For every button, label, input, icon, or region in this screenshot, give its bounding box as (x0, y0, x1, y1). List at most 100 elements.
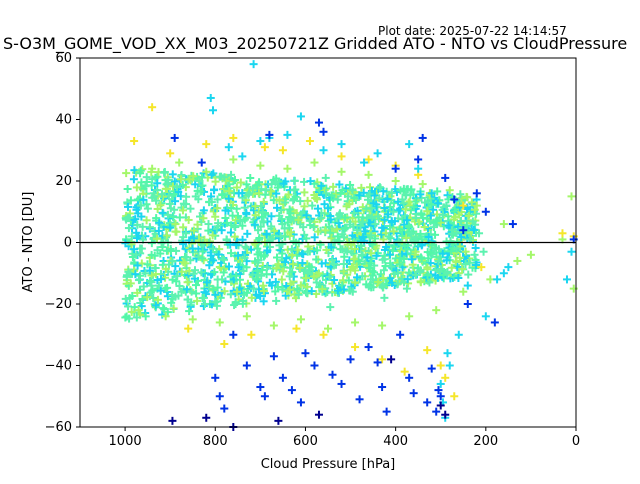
data-point (270, 226, 279, 235)
data-point (313, 204, 322, 213)
data-point (364, 282, 373, 291)
data-point (159, 304, 168, 313)
plot-date-note: Plot date: 2025-07-22 14:14:57 (378, 24, 567, 38)
data-point (389, 227, 398, 236)
data-point (276, 232, 285, 241)
data-point (186, 256, 195, 265)
data-point (333, 225, 342, 234)
data-point (183, 176, 192, 185)
data-point (202, 140, 211, 149)
data-point (424, 232, 433, 241)
data-point (364, 343, 373, 352)
data-point (123, 185, 132, 194)
data-point (265, 278, 274, 287)
data-point (389, 207, 398, 216)
data-point (328, 370, 337, 379)
data-point (454, 330, 463, 339)
data-point (457, 216, 466, 225)
data-point (441, 410, 450, 419)
data-point (329, 182, 338, 191)
data-point (405, 140, 414, 149)
data-point (282, 254, 291, 263)
data-point (423, 207, 432, 216)
data-point (351, 318, 360, 327)
data-point (355, 395, 364, 404)
data-point (569, 284, 578, 293)
data-point (375, 183, 384, 192)
data-point (271, 287, 280, 296)
data-point (429, 223, 438, 232)
data-point (190, 266, 199, 275)
data-point (269, 321, 278, 330)
data-point (128, 291, 137, 300)
data-point (499, 269, 508, 278)
data-point (256, 292, 265, 301)
data-point (172, 277, 181, 286)
data-point (133, 288, 142, 297)
data-point (358, 272, 367, 281)
data-point (212, 224, 221, 233)
data-point (338, 245, 347, 254)
data-point (143, 260, 152, 269)
data-point (148, 286, 157, 295)
data-point (198, 254, 207, 263)
data-point (238, 221, 247, 230)
data-point (272, 264, 281, 273)
data-point (259, 297, 268, 306)
data-point (245, 189, 254, 198)
data-point (378, 321, 387, 330)
y-tick-label: −20 (45, 297, 72, 312)
data-point (436, 361, 445, 370)
data-point (526, 250, 535, 259)
data-point (302, 274, 311, 283)
data-point (470, 205, 479, 214)
data-point (307, 287, 316, 296)
data-point (407, 255, 416, 264)
data-point (163, 283, 172, 292)
data-point (184, 215, 193, 224)
data-point (152, 214, 161, 223)
data-point (142, 216, 151, 225)
data-point (423, 398, 432, 407)
y-axis-ticks: −60 −40 −20 0 20 40 60 (45, 51, 80, 435)
data-point (256, 383, 265, 392)
data-point (249, 284, 258, 293)
data-point (339, 267, 348, 276)
data-point (127, 240, 136, 249)
y-tick-label: −40 (45, 359, 72, 374)
data-point (367, 231, 376, 240)
data-point (239, 266, 248, 275)
data-point (391, 177, 400, 185)
data-point (278, 373, 287, 382)
data-point (380, 293, 389, 302)
data-point (285, 272, 294, 281)
data-point (278, 146, 287, 155)
data-point (349, 209, 358, 218)
data-point (305, 216, 314, 225)
data-point (175, 281, 184, 290)
data-point (378, 355, 387, 364)
data-point (202, 413, 211, 422)
data-point (357, 183, 366, 192)
data-point (168, 416, 177, 425)
data-point (258, 207, 267, 216)
data-point (189, 226, 198, 235)
data-point (242, 361, 251, 370)
data-point (355, 191, 364, 200)
data-point (260, 251, 269, 260)
data-point (387, 262, 396, 271)
data-point (303, 196, 312, 205)
data-point (450, 392, 459, 401)
data-point (273, 203, 282, 212)
data-point (132, 313, 141, 322)
data-point (238, 152, 247, 161)
data-point (378, 383, 387, 392)
data-point (169, 304, 178, 313)
data-point (322, 245, 331, 254)
data-point (280, 258, 289, 267)
data-point (349, 255, 358, 264)
data-point (360, 158, 369, 167)
data-point (283, 164, 292, 173)
data-point (137, 302, 146, 311)
data-point (157, 275, 166, 284)
